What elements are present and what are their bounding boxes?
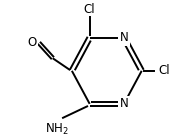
Text: NH$_2$: NH$_2$: [45, 122, 69, 137]
Text: Cl: Cl: [84, 3, 95, 16]
Text: N: N: [120, 97, 128, 110]
Text: Cl: Cl: [158, 64, 170, 77]
Text: N: N: [120, 31, 128, 44]
Text: O: O: [28, 36, 37, 49]
